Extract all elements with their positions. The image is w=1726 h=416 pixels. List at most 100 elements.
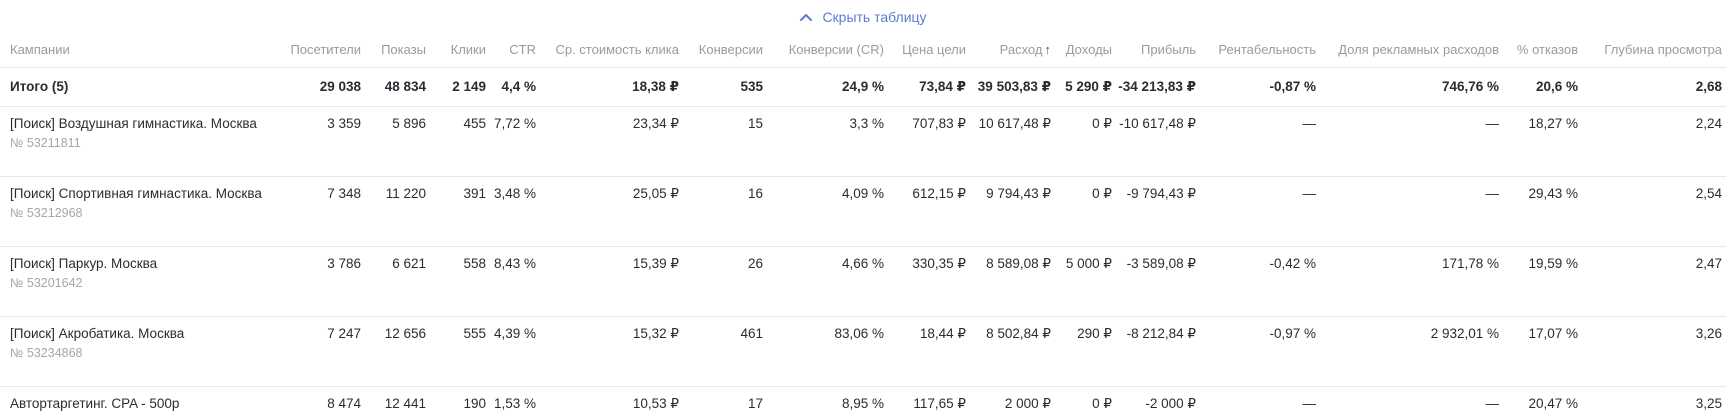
metric-cell: 3,3 %: [849, 116, 884, 131]
column-header-5[interactable]: Ср. стоимость клика: [540, 34, 683, 68]
metric-cell: -0,87 %: [1269, 79, 1316, 94]
metric-cell: 12 656: [384, 326, 426, 341]
metric-cell: -10 617,48 ₽: [1119, 116, 1196, 131]
metric-cell: 18,27 %: [1528, 116, 1578, 131]
campaign-number: № 53201642: [10, 276, 83, 290]
campaign-number: № 53211811: [10, 136, 81, 150]
metric-cell: 2,24: [1695, 116, 1722, 131]
metric-cell: 4,4 %: [501, 79, 536, 94]
table-row: [Поиск] Воздушная гимнастика. Москва № 53…: [0, 107, 1726, 177]
hide-table-link[interactable]: Скрыть таблицу: [799, 9, 927, 25]
table-toggle-bar: Скрыть таблицу: [0, 0, 1726, 34]
column-label: Доходы: [1065, 42, 1112, 57]
metric-cell: 5 000 ₽: [1065, 256, 1112, 271]
metric-cell: 8,95 %: [841, 396, 884, 411]
total-row: Итого (5) 29 038 48 834 2 149 4,4 % 18,38 ₽ 53…: [0, 68, 1726, 107]
campaign-name[interactable]: [Поиск] Паркур. Москва: [10, 256, 158, 271]
column-header-15[interactable]: Глубина просмотра: [1582, 34, 1726, 68]
metric-cell: 73,84 ₽: [919, 79, 966, 94]
column-header-6[interactable]: Конверсии: [683, 34, 767, 68]
campaign-name[interactable]: [Поиск] Акробатика. Москва: [10, 326, 185, 341]
metric-cell: 10 617,48 ₽: [978, 116, 1051, 131]
metric-cell: 83,06 %: [834, 326, 884, 341]
metric-cell: 23,34 ₽: [632, 116, 679, 131]
column-header-4[interactable]: CTR: [490, 34, 540, 68]
metric-cell: 391: [463, 186, 486, 201]
metric-cell: 15,32 ₽: [632, 326, 679, 341]
column-label: Рентабельность: [1218, 42, 1316, 57]
campaign-name[interactable]: [Поиск] Спортивная гимнастика. Москва: [10, 186, 262, 201]
metric-cell: 10,53 ₽: [632, 396, 679, 411]
metric-cell: 4,66 %: [841, 256, 884, 271]
metric-cell: 18,44 ₽: [919, 326, 966, 341]
metric-cell: 4,39 %: [493, 326, 536, 341]
column-header-9[interactable]: Расход ↑: [970, 34, 1055, 68]
metric-cell: 48 834: [384, 79, 426, 94]
column-header-3[interactable]: Клики: [430, 34, 490, 68]
metric-cell: 8 474: [327, 396, 361, 411]
metric-cell: 4,09 %: [841, 186, 884, 201]
column-label: Прибыль: [1141, 42, 1196, 57]
column-header-7[interactable]: Конверсии (CR): [767, 34, 888, 68]
metric-cell: 3,26: [1695, 326, 1722, 341]
metric-cell: —: [1485, 396, 1500, 411]
campaigns-table: Кампании Посетители Показы Клики CTR Ср. стои…: [0, 34, 1726, 416]
column-header-11[interactable]: Прибыль: [1116, 34, 1200, 68]
campaign-name[interactable]: [Поиск] Воздушная гимнастика. Москва: [10, 116, 257, 131]
column-header-12[interactable]: Рентабельность: [1200, 34, 1320, 68]
column-label: Расход: [999, 42, 1043, 57]
metric-cell: 19,59 %: [1528, 256, 1578, 271]
column-header-10[interactable]: Доходы: [1055, 34, 1116, 68]
table-row: Автортаргетинг. CPA - 500р№ 550366038 47…: [0, 387, 1726, 416]
column-header-2[interactable]: Показы: [365, 34, 430, 68]
metric-cell: 707,83 ₽: [912, 116, 966, 131]
column-header-14[interactable]: % отказов: [1503, 34, 1582, 68]
metric-cell: 8 502,84 ₽: [986, 326, 1051, 341]
metric-cell: 24,9 %: [841, 79, 884, 94]
metric-cell: 0 ₽: [1092, 186, 1112, 201]
metric-cell: 6 621: [392, 256, 426, 271]
metric-cell: 2 932,01 %: [1430, 326, 1499, 341]
metric-cell: 7 348: [327, 186, 361, 201]
campaign-name[interactable]: Автортаргетинг. CPA - 500р: [10, 396, 180, 411]
metric-cell: 3,48 %: [493, 186, 536, 201]
metric-cell: 17,07 %: [1528, 326, 1578, 341]
metric-cell: 2 149: [452, 79, 486, 94]
column-label: Конверсии (CR): [788, 42, 884, 57]
column-header-1[interactable]: Посетители: [280, 34, 365, 68]
column-header-13[interactable]: Доля рекламных расходов: [1320, 34, 1503, 68]
metric-cell: 15,39 ₽: [632, 256, 679, 271]
metric-cell: 5 290 ₽: [1065, 79, 1112, 94]
metric-cell: 2 000 ₽: [1004, 396, 1051, 411]
metric-cell: 39 503,83 ₽: [977, 79, 1051, 94]
metric-cell: 7,72 %: [493, 116, 536, 131]
metric-cell: 455: [463, 116, 486, 131]
column-label: Показы: [381, 42, 426, 57]
column-header-0[interactable]: Кампании: [0, 34, 280, 68]
metric-cell: 461: [740, 326, 763, 341]
metric-cell: 17: [747, 396, 763, 411]
metric-cell: -3 589,08 ₽: [1126, 256, 1196, 271]
metric-cell: 555: [463, 326, 486, 341]
metric-cell: -0,42 %: [1269, 256, 1316, 271]
metric-cell: 8 589,08 ₽: [986, 256, 1051, 271]
metric-cell: —: [1302, 186, 1317, 201]
column-label: Цена цели: [902, 42, 966, 57]
metric-cell: 190: [463, 396, 486, 411]
campaign-number: № 53234868: [10, 346, 83, 360]
metric-cell: 20,6 %: [1535, 79, 1578, 94]
table-body: Итого (5) 29 038 48 834 2 149 4,4 % 18,38 ₽ 53…: [0, 68, 1726, 416]
metric-cell: 535: [740, 79, 763, 94]
metric-cell: 9 794,43 ₽: [986, 186, 1051, 201]
column-label: Доля рекламных расходов: [1338, 42, 1499, 57]
metric-cell: —: [1302, 396, 1317, 411]
metric-cell: 3 359: [327, 116, 361, 131]
metric-cell: 15: [747, 116, 763, 131]
metric-cell: 330,35 ₽: [912, 256, 966, 271]
metric-cell: -8 212,84 ₽: [1126, 326, 1196, 341]
metric-cell: 26: [747, 256, 763, 271]
column-label: % отказов: [1516, 42, 1578, 57]
metric-cell: —: [1302, 116, 1317, 131]
column-header-8[interactable]: Цена цели: [888, 34, 970, 68]
column-label: Клики: [450, 42, 486, 57]
